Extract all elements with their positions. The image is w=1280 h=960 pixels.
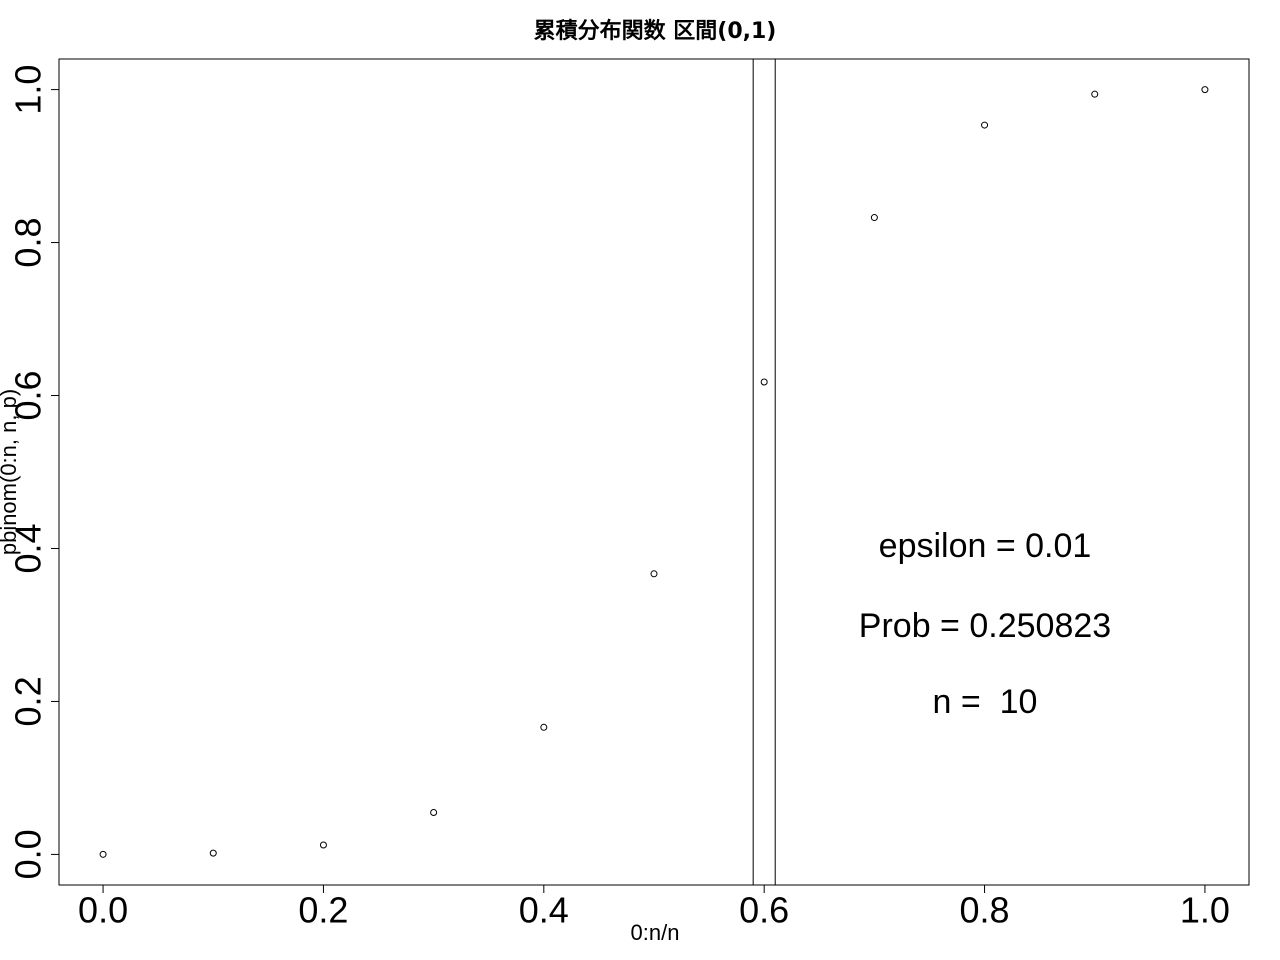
y-tick-label-3: 0.6 bbox=[8, 370, 49, 420]
data-point-8 bbox=[981, 121, 989, 129]
x-tick-label-1: 0.2 bbox=[298, 890, 348, 931]
data-point-3 bbox=[430, 808, 438, 816]
y-axis: 0.0 0.2 0.4 0.6 0.8 1.0 bbox=[8, 65, 59, 879]
x-tick-label-3: 0.6 bbox=[739, 890, 789, 931]
data-point-1 bbox=[209, 849, 217, 857]
data-point-9 bbox=[1091, 90, 1099, 98]
y-tick-label-5: 1.0 bbox=[8, 65, 49, 115]
y-tick-label-0: 0.0 bbox=[8, 829, 49, 879]
annotations: epsilon = 0.01 Prob = 0.250823 n = 10 bbox=[859, 527, 1111, 721]
x-tick-label-2: 0.4 bbox=[519, 890, 569, 931]
data-point-7 bbox=[870, 214, 878, 222]
x-tick-label-5: 1.0 bbox=[1180, 890, 1230, 931]
data-point-0 bbox=[99, 850, 107, 858]
y-tick-label-2: 0.4 bbox=[8, 523, 49, 573]
annotation-2: n = 10 bbox=[933, 683, 1038, 721]
y-tick-label-4: 0.8 bbox=[8, 218, 49, 268]
x-axis-label: 0:n/n bbox=[631, 920, 680, 945]
data-point-10 bbox=[1201, 86, 1209, 94]
x-tick-label-0: 0.0 bbox=[78, 890, 128, 931]
x-tick-label-4: 0.8 bbox=[960, 890, 1010, 931]
data-point-4 bbox=[540, 723, 548, 731]
y-tick-label-1: 0.2 bbox=[8, 676, 49, 726]
plot-frame bbox=[58, 58, 1250, 886]
chart-title: 累積分布関数 区間(0,1) bbox=[534, 18, 777, 44]
x-axis: 0.0 0.2 0.4 0.6 0.8 1.0 bbox=[78, 885, 1230, 931]
data-point-6 bbox=[760, 378, 768, 386]
data-point-2 bbox=[319, 841, 327, 849]
y-axis-label: pbinom(0:n, n, p) bbox=[0, 389, 21, 555]
data-point-5 bbox=[650, 570, 658, 578]
annotation-1: Prob = 0.250823 bbox=[859, 607, 1111, 645]
annotation-0: epsilon = 0.01 bbox=[879, 527, 1092, 565]
vertical-lines bbox=[752, 59, 776, 885]
data-points bbox=[99, 86, 1209, 858]
